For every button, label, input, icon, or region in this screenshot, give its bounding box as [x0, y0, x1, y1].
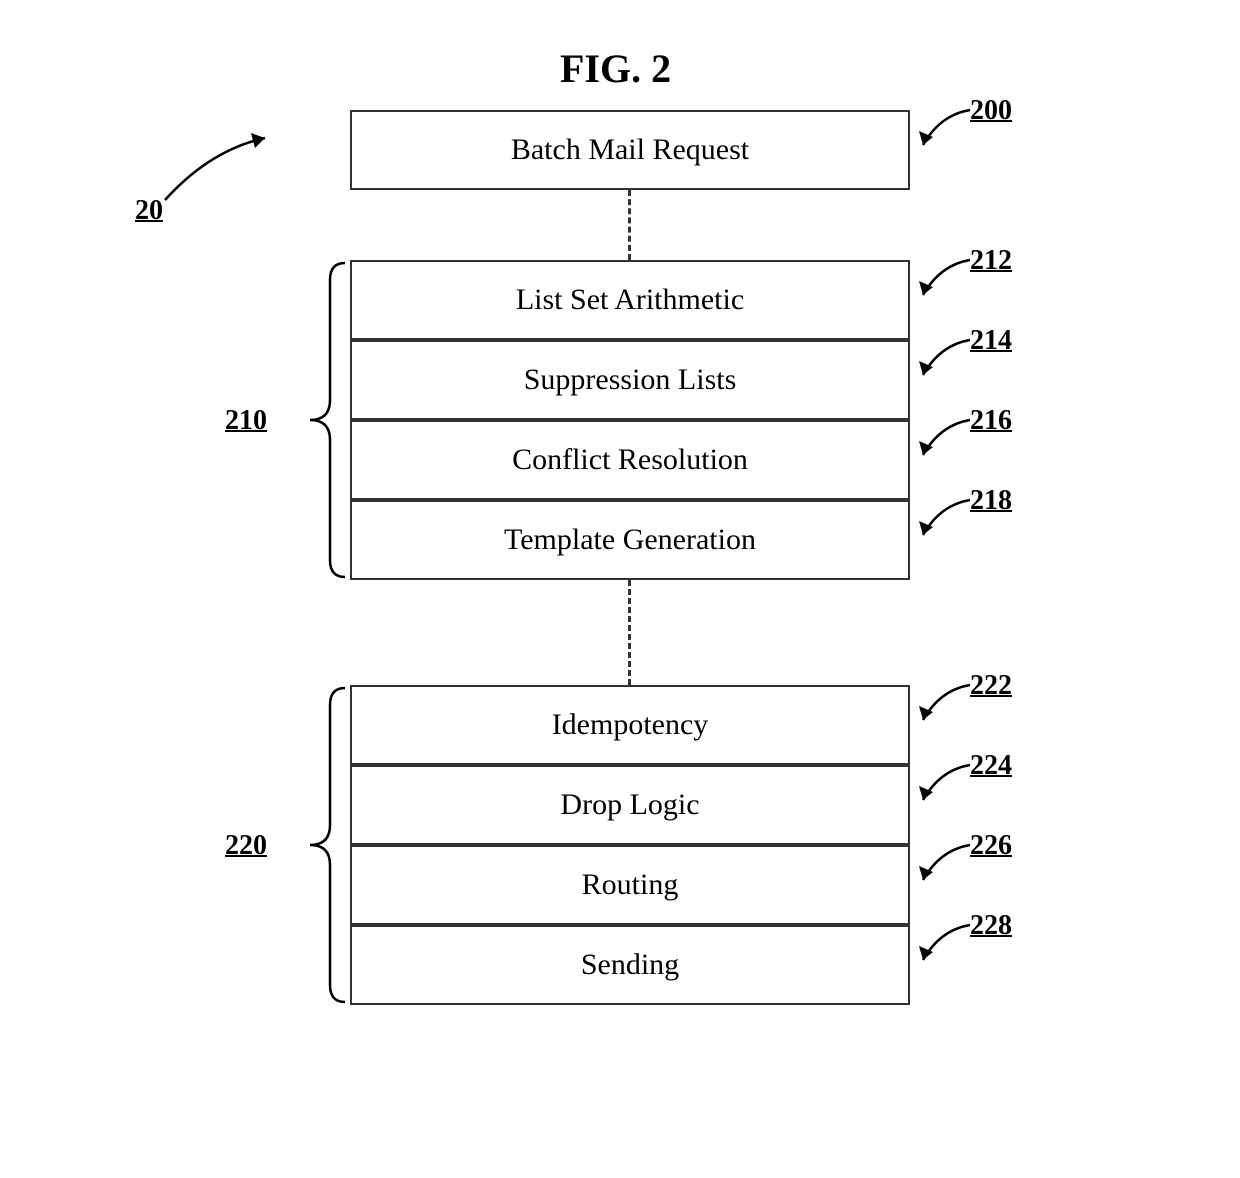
ref-label-226: 226 — [970, 830, 1012, 862]
ref-arrow-226 — [915, 840, 975, 890]
ref-label-218: 218 — [970, 485, 1012, 517]
box-label: Routing — [582, 868, 679, 902]
box-label: Idempotency — [552, 708, 709, 742]
box-label: Sending — [581, 948, 679, 982]
brace-group2 — [290, 685, 350, 1005]
ref-arrow-200 — [915, 105, 975, 155]
ref-arrow-214 — [915, 335, 975, 385]
box-label: Template Generation — [504, 523, 756, 557]
figure-title: FIG. 2 — [560, 45, 671, 92]
dashed-connector-2 — [628, 580, 631, 685]
ref-label-212: 212 — [970, 245, 1012, 277]
box-idempotency: Idempotency — [350, 685, 910, 765]
ref-arrow-222 — [915, 680, 975, 730]
ref-label-214: 214 — [970, 325, 1012, 357]
ref-label-216: 216 — [970, 405, 1012, 437]
box-label: Suppression Lists — [524, 363, 737, 397]
box-list-set-arithmetic: List Set Arithmetic — [350, 260, 910, 340]
box-batch-mail-request: Batch Mail Request — [350, 110, 910, 190]
overall-ref-arrow — [155, 130, 295, 210]
brace-group1 — [290, 260, 350, 580]
box-label: Conflict Resolution — [512, 443, 748, 477]
ref-arrow-212 — [915, 255, 975, 305]
ref-arrow-218 — [915, 495, 975, 545]
box-sending: Sending — [350, 925, 910, 1005]
diagram-canvas: FIG. 2 20 Batch Mail Request 200 List Se… — [0, 0, 1240, 1178]
box-label: List Set Arithmetic — [516, 283, 744, 317]
ref-label-228: 228 — [970, 910, 1012, 942]
box-routing: Routing — [350, 845, 910, 925]
ref-arrow-228 — [915, 920, 975, 970]
ref-label-210: 210 — [225, 405, 267, 437]
ref-arrow-216 — [915, 415, 975, 465]
box-suppression-lists: Suppression Lists — [350, 340, 910, 420]
box-drop-logic: Drop Logic — [350, 765, 910, 845]
box-template-generation: Template Generation — [350, 500, 910, 580]
ref-label-222: 222 — [970, 670, 1012, 702]
ref-label-224: 224 — [970, 750, 1012, 782]
ref-label-200: 200 — [970, 95, 1012, 127]
box-label: Drop Logic — [560, 788, 699, 822]
dashed-connector-1 — [628, 190, 631, 260]
ref-arrow-224 — [915, 760, 975, 810]
box-conflict-resolution: Conflict Resolution — [350, 420, 910, 500]
ref-label-220: 220 — [225, 830, 267, 862]
box-label: Batch Mail Request — [511, 133, 749, 167]
